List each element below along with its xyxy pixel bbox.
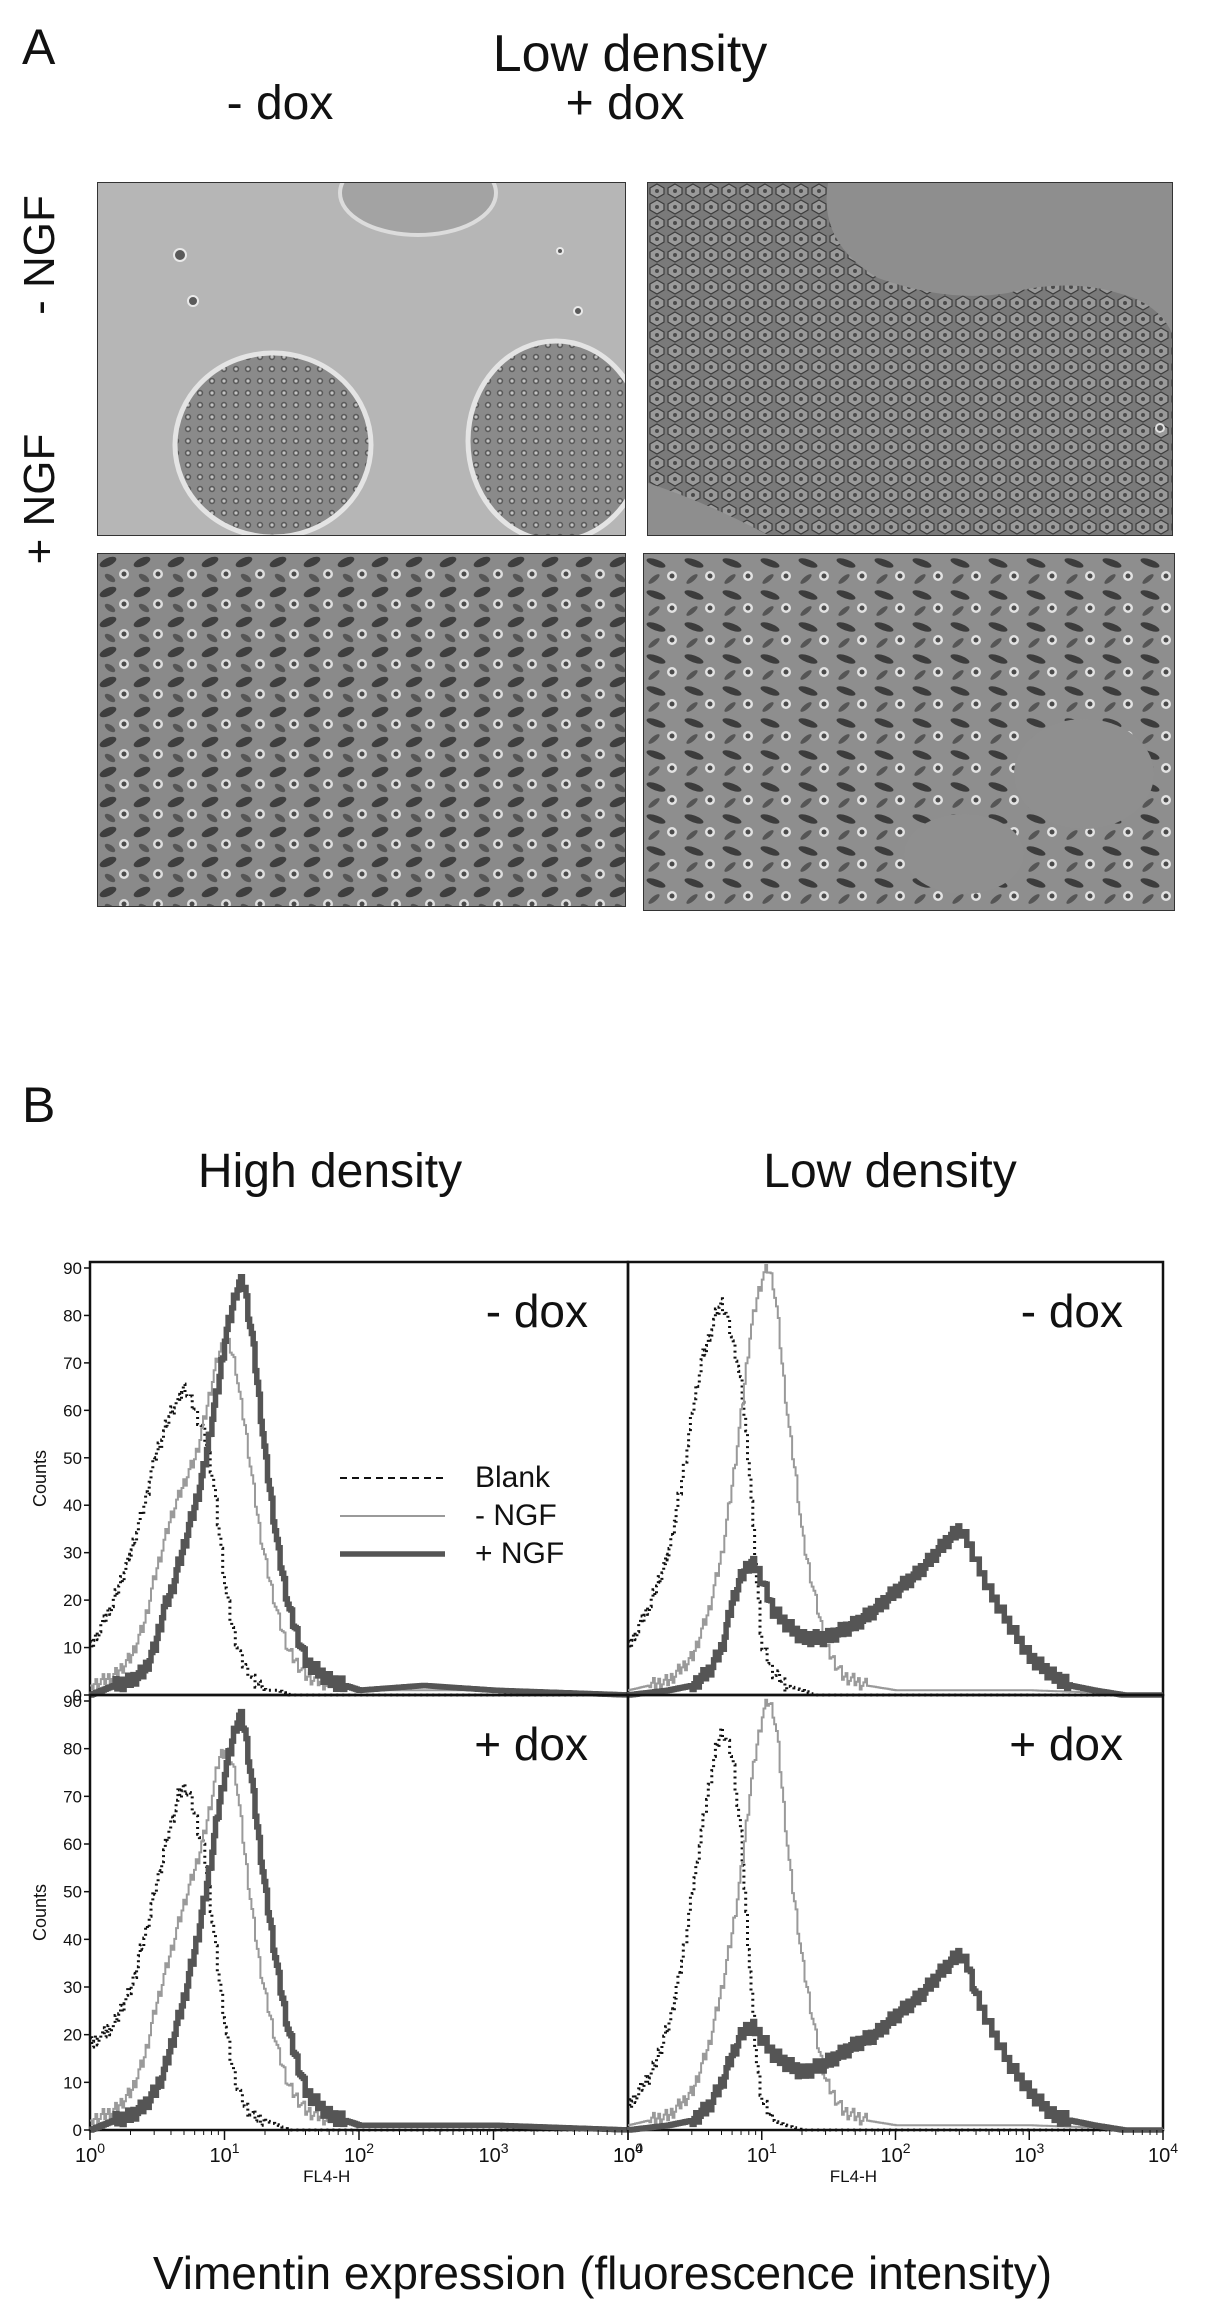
series-blank xyxy=(628,1297,1163,1697)
y-tick-label: 20 xyxy=(63,1591,82,1610)
plot-condition-label: + dox xyxy=(474,1718,588,1770)
y-tick-label: 60 xyxy=(63,1835,82,1854)
legend-label: Blank xyxy=(475,1461,551,1494)
histogram-3: + dox 0 10 20 30 40 50 60 70 80 90 Counts 100 101 102 1… xyxy=(30,1692,643,2186)
y-tick-label: 30 xyxy=(63,1978,82,1997)
y-tick-label: 90 xyxy=(63,1259,82,1278)
y-tick-label: 50 xyxy=(63,1883,82,1902)
panel-b-column-high-density: High density xyxy=(197,1145,463,1198)
plot-condition-label: + dox xyxy=(1009,1718,1123,1770)
x-axis-label: FL4-H xyxy=(830,2167,877,2186)
y-tick-label: 90 xyxy=(63,1692,82,1711)
series-blank xyxy=(90,1782,628,2132)
series-ngf xyxy=(628,1698,1164,2131)
panel-a-column-plus-dox: + dox xyxy=(565,77,685,130)
plot-condition-label: - dox xyxy=(486,1285,588,1337)
y-tick-label: 70 xyxy=(63,1787,82,1806)
micrograph-plus-ngf-plus-dox xyxy=(643,553,1175,911)
y-tick-label: 30 xyxy=(63,1544,82,1563)
panel-a-letter: A xyxy=(22,19,56,75)
y-tick-label: 60 xyxy=(63,1401,82,1420)
y-tick-label: 40 xyxy=(63,1496,82,1515)
x-tick-label: 104 xyxy=(1148,2140,1178,2167)
y-axis-label: Counts xyxy=(30,1450,50,1507)
panel-b-letter: B xyxy=(22,1077,56,1133)
series-ngf xyxy=(627,1947,1163,2133)
panel-a-title: Low density xyxy=(492,25,768,83)
y-tick-label: 70 xyxy=(63,1354,82,1373)
y-axis-label: Counts xyxy=(30,1884,50,1941)
y-tick-label: 0 xyxy=(73,1686,82,1705)
micrograph-minus-ngf-minus-dox xyxy=(97,182,626,536)
histogram-4: + dox 100 101 102 103 104 FL4-H xyxy=(613,1693,1178,2186)
legend-label: - NGF xyxy=(475,1499,557,1532)
series-ngf xyxy=(89,1708,631,2133)
histogram-1: - dox 0 10 20 30 40 50 60 70 80 90 Counts Blank - NGF… xyxy=(30,1259,631,1705)
y-tick-label: 80 xyxy=(63,1740,82,1759)
x-tick-label: 103 xyxy=(1014,2140,1044,2167)
y-tick-label: 40 xyxy=(63,1930,82,1949)
x-tick-label: 100 xyxy=(613,2140,643,2167)
y-tick-label: 50 xyxy=(63,1449,82,1468)
y-tick-label: 80 xyxy=(63,1306,82,1325)
y-tick-label: 0 xyxy=(73,2121,82,2140)
x-tick-label: 104 xyxy=(613,2140,643,2167)
plot-condition-label: - dox xyxy=(1021,1285,1123,1337)
series-ngf xyxy=(628,1264,1164,1696)
series-blank xyxy=(90,1382,628,1697)
legend-label: + NGF xyxy=(475,1537,564,1570)
series-blank xyxy=(628,1726,1163,2132)
x-tick-label: 100 xyxy=(75,2140,105,2167)
x-tick-label: 102 xyxy=(880,2140,910,2167)
y-tick-label: 10 xyxy=(63,1639,82,1658)
y-tick-label: 10 xyxy=(63,2073,82,2092)
y-tick-label: 20 xyxy=(63,2026,82,2045)
series-ngf xyxy=(89,1273,631,1698)
series-ngf xyxy=(90,1747,629,2131)
panel-b-column-low-density: Low density xyxy=(763,1145,1017,1198)
x-tick-label: 103 xyxy=(478,2140,508,2167)
x-tick-label: 101 xyxy=(209,2140,239,2167)
x-axis-label: FL4-H xyxy=(303,2167,350,2186)
x-tick-label: 102 xyxy=(344,2140,374,2167)
panel-b-xlabel: Vimentin expression (fluorescence intens… xyxy=(152,2247,1053,2299)
panel-a-column-minus-dox: - dox xyxy=(226,77,334,130)
histogram-2: - dox xyxy=(626,1260,1165,1698)
series-ngf xyxy=(627,1523,1163,1698)
micrograph-plus-ngf-minus-dox xyxy=(97,553,626,907)
micrograph-minus-ngf-plus-dox xyxy=(647,182,1173,536)
x-tick-label: 101 xyxy=(747,2140,777,2167)
